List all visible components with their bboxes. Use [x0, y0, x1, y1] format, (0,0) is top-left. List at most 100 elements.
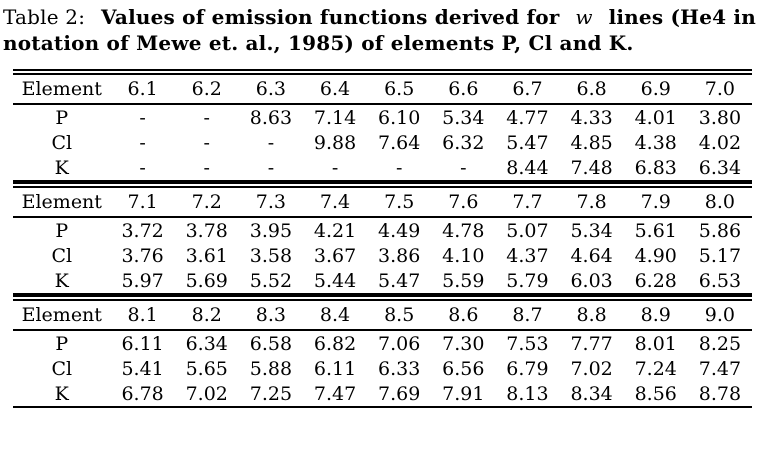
value-cell: 5.41 [121, 357, 164, 380]
temperature-column-header: 6.5 [367, 72, 432, 105]
temperature-column-header: 8.5 [367, 298, 432, 331]
value-cell: 5.17 [698, 244, 742, 267]
value-cell: 9.88 [313, 131, 357, 154]
caption-text-pre: Values of emission functions derived for [101, 5, 560, 29]
temperature-column-header: 6.8 [559, 72, 624, 105]
table-row: K 6.78 7.02 7.25 7.47 7.69 7.91 8.13 8.34 8.56 8.7… [13, 381, 752, 407]
emission-tables: Element 6.1 6.2 6.3 6.4 6.5 6.6 6.7 6.8 6.9 7.0 P - -… [13, 69, 752, 408]
value-cell: 7.30 [442, 332, 485, 355]
value-cell: 5.07 [506, 219, 549, 242]
value-cell: 5.34 [442, 106, 485, 129]
temperature-column-header: 7.9 [623, 185, 688, 218]
value-cell: 5.69 [185, 269, 228, 292]
value-cell: 5.61 [634, 219, 677, 242]
temperature-column-header: 6.4 [302, 72, 368, 105]
temperature-column-header: 8.9 [623, 298, 688, 331]
value-cell: 6.56 [442, 357, 485, 380]
value-cell: - [139, 156, 146, 179]
value-cell: 3.80 [698, 106, 742, 129]
table-section-2: Element 7.1 7.2 7.3 7.4 7.5 7.6 7.7 7.8 7.9 8.0 P 3.… [13, 182, 752, 295]
value-cell: 3.78 [185, 219, 228, 242]
value-cell: 7.69 [378, 382, 421, 405]
table-caption: Table 2: Values of emission functions de… [0, 0, 758, 56]
element-label: P [55, 219, 69, 242]
header-row: Element 6.1 6.2 6.3 6.4 6.5 6.6 6.7 6.8 6.9 7.0 [13, 72, 752, 105]
temperature-column-header: 7.3 [238, 185, 303, 218]
caption-text-post: lines (He4 in [608, 5, 756, 29]
temperature-column-header: 6.6 [431, 72, 496, 105]
table-row: P 3.72 3.78 3.95 4.21 4.49 4.78 5.07 5.34 5.61 5.8… [13, 217, 752, 243]
temperature-column-header: 8.4 [302, 298, 368, 331]
element-column-header: Element [13, 185, 111, 218]
temperature-column-header: 9.0 [687, 298, 752, 331]
value-cell: 6.58 [249, 332, 293, 355]
table-section-1: Element 6.1 6.2 6.3 6.4 6.5 6.6 6.7 6.8 6.9 7.0 P - -… [13, 69, 752, 182]
emission-values-table: Element 6.1 6.2 6.3 6.4 6.5 6.6 6.7 6.8 6.9 7.0 P - -… [13, 69, 752, 182]
value-cell: 6.33 [378, 357, 421, 380]
value-cell: 5.97 [121, 269, 164, 292]
temperature-column-header: 8.7 [495, 298, 560, 331]
temperature-column-header: 6.1 [110, 72, 175, 105]
value-cell: - [139, 131, 146, 154]
element-column-header: Element [13, 298, 111, 331]
value-cell: 5.47 [378, 269, 421, 292]
value-cell: 7.48 [570, 156, 613, 179]
value-cell: 7.64 [378, 131, 421, 154]
value-cell: 8.63 [249, 106, 293, 129]
value-cell: 4.21 [313, 219, 357, 242]
temperature-column-header: 8.2 [174, 298, 239, 331]
value-cell: 8.01 [634, 332, 677, 355]
value-cell: 6.28 [634, 269, 677, 292]
table-row: Cl 3.76 3.61 3.58 3.67 3.86 4.10 4.37 4.64 4.90 5.… [13, 243, 752, 268]
value-cell: 3.58 [249, 244, 293, 267]
temperature-column-header: 8.6 [431, 298, 496, 331]
value-cell: 7.02 [570, 357, 613, 380]
value-cell: - [460, 156, 467, 179]
value-cell: - [267, 131, 275, 154]
value-cell: 4.02 [698, 131, 742, 154]
temperature-column-header: 8.8 [559, 298, 624, 331]
value-cell: 3.61 [185, 244, 228, 267]
value-cell: 5.44 [313, 269, 357, 292]
value-cell: - [203, 106, 210, 129]
value-cell: 5.59 [442, 269, 485, 292]
value-cell: 4.37 [506, 244, 549, 267]
value-cell: 6.82 [313, 332, 357, 355]
value-cell: 4.49 [378, 219, 421, 242]
value-cell: 6.34 [185, 332, 228, 355]
temperature-column-header: 7.5 [367, 185, 432, 218]
element-label: Cl [51, 244, 73, 267]
value-cell: 6.11 [121, 332, 164, 355]
value-cell: - [267, 156, 275, 179]
value-cell: 5.86 [698, 219, 742, 242]
value-cell: 4.85 [570, 131, 613, 154]
value-cell: 6.53 [698, 269, 742, 292]
temperature-column-header: 8.1 [110, 298, 175, 331]
value-cell: 6.83 [634, 156, 677, 179]
value-cell: 8.44 [506, 156, 549, 179]
temperature-column-header: 6.7 [495, 72, 560, 105]
value-cell: - [139, 106, 146, 129]
temperature-column-header: 7.2 [174, 185, 239, 218]
value-cell: 4.77 [506, 106, 549, 129]
value-cell: 7.06 [378, 332, 421, 355]
value-cell: 7.24 [634, 357, 677, 380]
emission-values-table: Element 7.1 7.2 7.3 7.4 7.5 7.6 7.7 7.8 7.9 8.0 P 3.… [13, 182, 752, 295]
temperature-column-header: 7.7 [495, 185, 560, 218]
temperature-column-header: 7.1 [110, 185, 175, 218]
temperature-column-header: 7.4 [302, 185, 368, 218]
value-cell: 6.03 [570, 269, 613, 292]
value-cell: 8.34 [570, 382, 613, 405]
value-cell: 4.33 [570, 106, 613, 129]
value-cell: 5.79 [506, 269, 549, 292]
header-row: Element 7.1 7.2 7.3 7.4 7.5 7.6 7.7 7.8 7.9 8.0 [13, 185, 752, 218]
value-cell: 7.14 [313, 106, 357, 129]
header-row: Element 8.1 8.2 8.3 8.4 8.5 8.6 8.7 8.8 8.9 9.0 [13, 298, 752, 331]
value-cell: - [331, 156, 339, 179]
value-cell: 5.88 [249, 357, 293, 380]
value-cell: 6.10 [378, 106, 421, 129]
element-label: K [54, 156, 69, 179]
temperature-column-header: 7.8 [559, 185, 624, 218]
value-cell: 8.78 [698, 382, 742, 405]
value-cell: 3.76 [121, 244, 164, 267]
